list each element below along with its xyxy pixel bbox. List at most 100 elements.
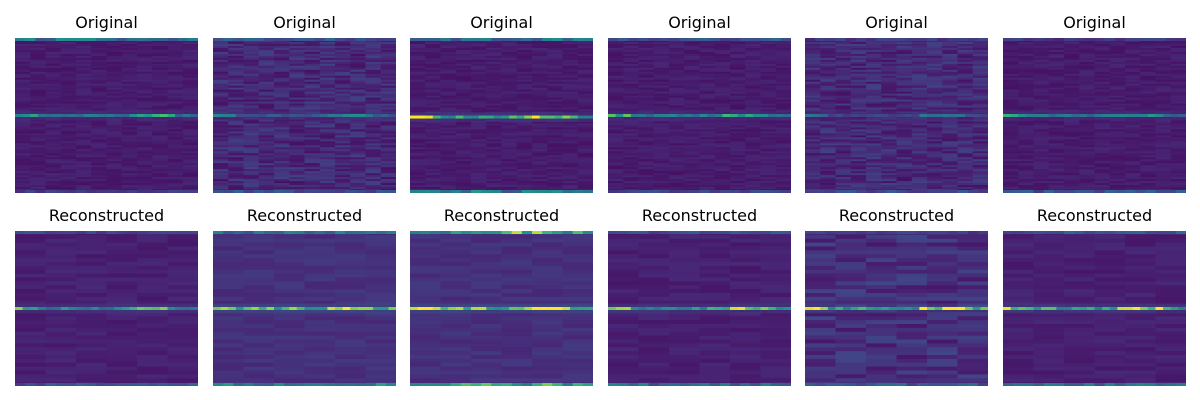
heatmap-cell bbox=[562, 107, 579, 110]
heatmap-cell bbox=[775, 73, 791, 77]
heatmap-cell bbox=[850, 41, 867, 45]
heatmap-cell bbox=[896, 145, 913, 148]
heatmap-cell bbox=[350, 59, 367, 63]
heatmap-cell bbox=[866, 121, 882, 124]
heatmap-cell bbox=[30, 139, 47, 142]
heatmap-cell bbox=[440, 153, 457, 156]
heatmap-cell bbox=[623, 177, 640, 180]
heatmap-cell bbox=[319, 121, 336, 124]
heatmap-cell bbox=[319, 91, 336, 94]
heatmap-cell bbox=[15, 185, 31, 188]
heatmap-cell bbox=[911, 99, 928, 102]
edge-strip-bottom bbox=[618, 190, 629, 193]
heatmap-cell bbox=[532, 71, 548, 75]
heatmap-cell bbox=[957, 161, 974, 164]
heatmap-cell bbox=[137, 159, 153, 162]
heatmap-cell bbox=[243, 41, 260, 45]
heatmap-cell bbox=[577, 143, 593, 146]
center-band-segment bbox=[60, 114, 69, 117]
heatmap-cell bbox=[350, 99, 367, 102]
heatmap-cell bbox=[471, 105, 487, 108]
heatmap-cell bbox=[304, 107, 321, 110]
heatmap-cell bbox=[866, 181, 882, 184]
heatmap-cell bbox=[45, 167, 62, 170]
heatmap-cell bbox=[699, 175, 716, 178]
heatmap-cell bbox=[289, 43, 306, 47]
heatmap-cell bbox=[669, 157, 685, 160]
heatmap-cell bbox=[410, 65, 426, 69]
heatmap-cell bbox=[516, 163, 533, 166]
center-band-segment bbox=[714, 114, 723, 117]
heatmap-cell bbox=[896, 141, 913, 144]
heatmap-cell bbox=[304, 159, 321, 162]
heatmap-cell bbox=[638, 171, 655, 174]
edge-strip-top bbox=[521, 38, 533, 41]
heatmap-cell bbox=[623, 147, 640, 150]
heatmap-cell bbox=[684, 51, 701, 55]
heatmap-cell bbox=[669, 177, 685, 180]
center-band-segment bbox=[501, 115, 510, 119]
heatmap-cell bbox=[850, 99, 867, 102]
heatmap-cell bbox=[319, 103, 336, 106]
heatmap-cell bbox=[653, 173, 670, 176]
center-band-segment bbox=[448, 115, 457, 119]
heatmap-cell bbox=[410, 179, 426, 182]
heatmap-cell bbox=[957, 87, 974, 90]
center-band-segment bbox=[45, 114, 54, 117]
heatmap-cell bbox=[45, 153, 62, 156]
heatmap-cell bbox=[60, 73, 77, 77]
heatmap-cell bbox=[623, 73, 640, 77]
heatmap-cell bbox=[547, 137, 564, 140]
heatmap-cell bbox=[942, 103, 959, 106]
heatmap-cell bbox=[896, 155, 913, 158]
heatmap-cell bbox=[30, 183, 47, 186]
heatmap-cell bbox=[91, 39, 108, 43]
heatmap-cell bbox=[653, 105, 670, 108]
heatmap-cell bbox=[455, 113, 472, 116]
edge-strip-bottom bbox=[187, 190, 198, 193]
heatmap-cell bbox=[942, 91, 959, 94]
heatmap-cell bbox=[881, 167, 898, 170]
heatmap-cell bbox=[304, 103, 321, 106]
heatmap-cell bbox=[972, 99, 988, 102]
heatmap-cell bbox=[638, 105, 655, 108]
heatmap-cell bbox=[911, 173, 928, 176]
heatmap-cell bbox=[972, 147, 988, 150]
heatmap-cell bbox=[684, 53, 701, 57]
heatmap-cell bbox=[289, 131, 306, 134]
heatmap-cell bbox=[516, 85, 533, 88]
heatmap-cell bbox=[866, 161, 882, 164]
heatmap-cell bbox=[289, 177, 306, 180]
heatmap-cell bbox=[106, 121, 123, 124]
heatmap-cell bbox=[957, 77, 974, 81]
heatmap-cell bbox=[835, 85, 852, 88]
heatmap-cell bbox=[213, 165, 229, 168]
heatmap-cell bbox=[30, 131, 47, 134]
heatmap-cell bbox=[760, 141, 777, 144]
edge-strip-top bbox=[471, 38, 482, 41]
heatmap-cell bbox=[699, 187, 716, 190]
heatmap-cell bbox=[121, 39, 138, 43]
heatmap-cell bbox=[957, 93, 974, 96]
heatmap-cell bbox=[471, 137, 487, 140]
heatmap-cell bbox=[745, 99, 762, 102]
heatmap-cell bbox=[182, 161, 198, 164]
heatmap-cell bbox=[972, 151, 988, 154]
heatmap-cell bbox=[30, 127, 47, 130]
heatmap-cell bbox=[471, 75, 487, 79]
heatmap-cell bbox=[745, 177, 762, 180]
edge-strip-top bbox=[243, 38, 255, 41]
heatmap-cell bbox=[623, 89, 640, 92]
heatmap-cell bbox=[91, 173, 108, 176]
heatmap-cell bbox=[258, 123, 275, 126]
heatmap-cell bbox=[532, 79, 548, 83]
heatmap-cell bbox=[350, 173, 367, 176]
heatmap-cell bbox=[805, 163, 821, 166]
heatmap-cell bbox=[653, 69, 670, 73]
heatmap-cell bbox=[289, 175, 306, 178]
edge-strip-bottom bbox=[481, 190, 492, 193]
heatmap-cell bbox=[684, 97, 701, 100]
heatmap-cell bbox=[714, 45, 731, 49]
heatmap-cell bbox=[137, 147, 153, 150]
heatmap-cell bbox=[547, 159, 564, 162]
